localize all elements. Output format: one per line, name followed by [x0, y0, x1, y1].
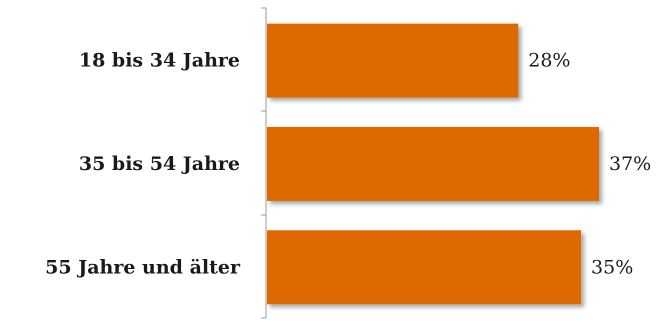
category-label: 18 bis 34 Jahre — [79, 50, 240, 72]
category-axis — [261, 7, 267, 319]
bar — [267, 230, 582, 305]
value-label: 35% — [591, 256, 633, 278]
bar — [267, 126, 599, 201]
category-label: 35 bis 54 Jahre — [79, 153, 240, 175]
bar — [267, 23, 519, 98]
bars-group — [267, 23, 599, 305]
labels-group: 18 bis 34 Jahre 28% 35 bis 54 Jahre 37% 55 J… — [45, 50, 651, 279]
value-label: 28% — [528, 50, 570, 72]
category-label: 55 Jahre und älter — [45, 256, 241, 278]
value-label: 37% — [609, 153, 651, 175]
